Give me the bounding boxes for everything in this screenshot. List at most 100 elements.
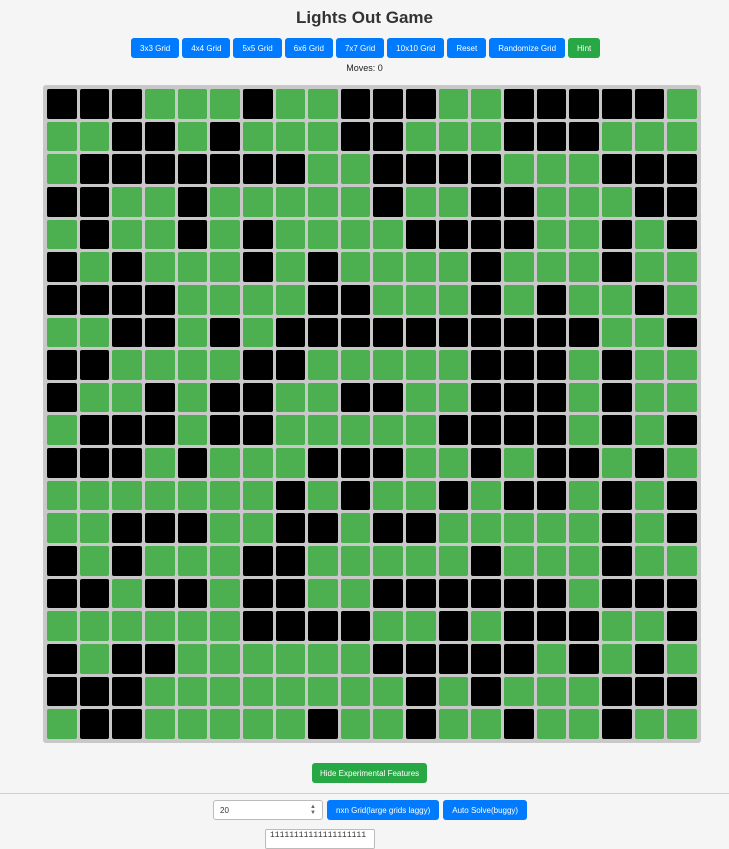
light-cell-r16-c4[interactable]	[177, 611, 208, 642]
light-cell-r17-c13[interactable]	[471, 644, 502, 674]
light-cell-r14-c0[interactable]	[47, 546, 77, 576]
light-cell-r13-c5[interactable]	[210, 513, 240, 544]
light-cell-r12-c13[interactable]	[471, 480, 502, 511]
light-cell-r12-c15[interactable]	[536, 480, 567, 511]
light-cell-r13-c9[interactable]	[340, 513, 371, 544]
light-cell-r4-c17[interactable]	[602, 219, 632, 250]
light-cell-r0-c6[interactable]	[242, 89, 273, 119]
light-cell-r1-c5[interactable]	[210, 121, 240, 152]
light-cell-r16-c19[interactable]	[667, 611, 697, 642]
light-cell-r6-c8[interactable]	[308, 284, 338, 315]
light-cell-r9-c10[interactable]	[373, 382, 404, 413]
light-cell-r19-c18[interactable]	[634, 709, 665, 739]
light-cell-r18-c10[interactable]	[373, 676, 404, 707]
light-cell-r4-c14[interactable]	[504, 219, 534, 250]
light-cell-r13-c8[interactable]	[308, 513, 338, 544]
light-cell-r12-c19[interactable]	[667, 480, 697, 511]
light-cell-r1-c6[interactable]	[242, 121, 273, 152]
light-cell-r8-c18[interactable]	[634, 350, 665, 380]
nxn-grid-button[interactable]: nxn Grid(large grids laggy)	[327, 800, 440, 820]
light-cell-r1-c1[interactable]	[79, 121, 110, 152]
light-cell-r16-c12[interactable]	[438, 611, 469, 642]
light-cell-r9-c9[interactable]	[340, 382, 371, 413]
light-cell-r15-c4[interactable]	[177, 578, 208, 609]
light-cell-r17-c12[interactable]	[438, 644, 469, 674]
light-cell-r10-c12[interactable]	[438, 415, 469, 446]
light-cell-r19-c1[interactable]	[79, 709, 110, 739]
light-cell-r16-c13[interactable]	[471, 611, 502, 642]
light-cell-r17-c11[interactable]	[406, 644, 436, 674]
light-cell-r3-c12[interactable]	[438, 186, 469, 217]
light-cell-r11-c9[interactable]	[340, 448, 371, 478]
light-cell-r4-c5[interactable]	[210, 219, 240, 250]
light-cell-r15-c8[interactable]	[308, 578, 338, 609]
light-cell-r17-c3[interactable]	[144, 644, 175, 674]
grid-5x5-button[interactable]: 5x5 Grid	[233, 38, 282, 58]
light-cell-r7-c3[interactable]	[144, 317, 175, 348]
light-cell-r4-c9[interactable]	[340, 219, 371, 250]
light-cell-r19-c6[interactable]	[242, 709, 273, 739]
light-cell-r10-c19[interactable]	[667, 415, 697, 446]
light-cell-r7-c11[interactable]	[406, 317, 436, 348]
light-cell-r8-c11[interactable]	[406, 350, 436, 380]
light-cell-r2-c11[interactable]	[406, 154, 436, 184]
light-cell-r19-c9[interactable]	[340, 709, 371, 739]
light-cell-r18-c15[interactable]	[536, 676, 567, 707]
light-cell-r5-c16[interactable]	[569, 252, 600, 282]
light-cell-r11-c18[interactable]	[634, 448, 665, 478]
light-cell-r10-c9[interactable]	[340, 415, 371, 446]
randomize-grid-button[interactable]: Randomize Grid	[489, 38, 566, 58]
light-cell-r8-c9[interactable]	[340, 350, 371, 380]
light-cell-r19-c7[interactable]	[275, 709, 306, 739]
light-cell-r15-c5[interactable]	[210, 578, 240, 609]
light-cell-r12-c3[interactable]	[144, 480, 175, 511]
light-cell-r11-c13[interactable]	[471, 448, 502, 478]
light-cell-r0-c16[interactable]	[569, 89, 600, 119]
light-cell-r15-c3[interactable]	[144, 578, 175, 609]
light-cell-r10-c18[interactable]	[634, 415, 665, 446]
light-cell-r6-c0[interactable]	[47, 284, 77, 315]
light-cell-r16-c14[interactable]	[504, 611, 534, 642]
light-cell-r11-c4[interactable]	[177, 448, 208, 478]
light-cell-r1-c2[interactable]	[112, 121, 142, 152]
light-cell-r19-c16[interactable]	[569, 709, 600, 739]
auto-solve-button[interactable]: Auto Solve(buggy)	[443, 800, 528, 820]
light-cell-r17-c18[interactable]	[634, 644, 665, 674]
light-cell-r4-c19[interactable]	[667, 219, 697, 250]
light-cell-r9-c14[interactable]	[504, 382, 534, 413]
light-cell-r7-c1[interactable]	[79, 317, 110, 348]
light-cell-r2-c14[interactable]	[504, 154, 534, 184]
light-cell-r17-c17[interactable]	[602, 644, 632, 674]
light-cell-r8-c14[interactable]	[504, 350, 534, 380]
grid-3x3-button[interactable]: 3x3 Grid	[131, 38, 180, 58]
light-cell-r8-c8[interactable]	[308, 350, 338, 380]
light-cell-r18-c12[interactable]	[438, 676, 469, 707]
light-cell-r0-c15[interactable]	[536, 89, 567, 119]
light-cell-r16-c3[interactable]	[144, 611, 175, 642]
light-cell-r3-c4[interactable]	[177, 186, 208, 217]
spinner-arrows-icon[interactable]: ▲ ▼	[310, 804, 316, 816]
light-cell-r0-c4[interactable]	[177, 89, 208, 119]
light-cell-r13-c14[interactable]	[504, 513, 534, 544]
light-cell-r3-c9[interactable]	[340, 186, 371, 217]
light-cell-r0-c9[interactable]	[340, 89, 371, 119]
light-cell-r8-c13[interactable]	[471, 350, 502, 380]
light-cell-r13-c1[interactable]	[79, 513, 110, 544]
light-cell-r15-c15[interactable]	[536, 578, 567, 609]
light-cell-r8-c1[interactable]	[79, 350, 110, 380]
light-cell-r15-c2[interactable]	[112, 578, 142, 609]
light-cell-r0-c12[interactable]	[438, 89, 469, 119]
light-cell-r5-c6[interactable]	[242, 252, 273, 282]
light-cell-r8-c10[interactable]	[373, 350, 404, 380]
light-cell-r17-c8[interactable]	[308, 644, 338, 674]
light-cell-r2-c18[interactable]	[634, 154, 665, 184]
light-cell-r17-c7[interactable]	[275, 644, 306, 674]
light-cell-r3-c13[interactable]	[471, 186, 502, 217]
grid-7x7-button[interactable]: 7x7 Grid	[335, 38, 385, 58]
light-cell-r2-c13[interactable]	[471, 154, 502, 184]
light-cell-r18-c5[interactable]	[210, 676, 240, 707]
light-cell-r4-c1[interactable]	[79, 219, 110, 250]
light-cell-r14-c6[interactable]	[242, 546, 273, 576]
light-cell-r10-c15[interactable]	[536, 415, 567, 446]
light-cell-r5-c9[interactable]	[340, 252, 371, 282]
